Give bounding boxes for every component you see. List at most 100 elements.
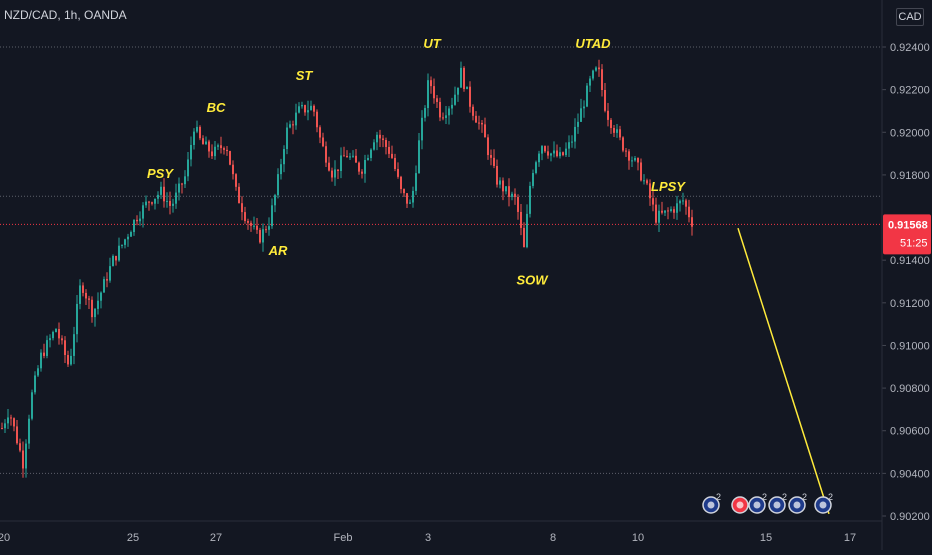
- news-flag-icon[interactable]: 2: [768, 492, 787, 514]
- candle-body[interactable]: [409, 202, 411, 204]
- candle-body[interactable]: [196, 126, 198, 132]
- candle-body[interactable]: [538, 153, 540, 163]
- candle-body[interactable]: [259, 229, 261, 243]
- candle-body[interactable]: [520, 211, 522, 228]
- candle-body[interactable]: [376, 134, 378, 143]
- candle-body[interactable]: [166, 200, 168, 202]
- candle-body[interactable]: [211, 151, 213, 157]
- candle-body[interactable]: [262, 229, 264, 243]
- candle-body[interactable]: [673, 209, 675, 213]
- candle-body[interactable]: [157, 194, 159, 199]
- candle-body[interactable]: [4, 423, 6, 429]
- candle-body[interactable]: [226, 149, 228, 152]
- candle-body[interactable]: [229, 151, 231, 165]
- candle-body[interactable]: [508, 186, 510, 197]
- candle-body[interactable]: [106, 279, 108, 281]
- candle-body[interactable]: [187, 159, 189, 177]
- candle-body[interactable]: [289, 124, 291, 128]
- candle-body[interactable]: [118, 245, 120, 261]
- candle-body[interactable]: [121, 244, 123, 246]
- candle-body[interactable]: [70, 355, 72, 365]
- candle-body[interactable]: [463, 67, 465, 89]
- candle-body[interactable]: [352, 155, 354, 157]
- candle-body[interactable]: [268, 226, 270, 230]
- candle-body[interactable]: [628, 151, 630, 161]
- candle-body[interactable]: [79, 285, 81, 304]
- candle-body[interactable]: [406, 193, 408, 204]
- candle-body[interactable]: [133, 219, 135, 233]
- candle-body[interactable]: [253, 225, 255, 227]
- candle-body[interactable]: [178, 183, 180, 193]
- candle-body[interactable]: [505, 186, 507, 192]
- candle-body[interactable]: [31, 392, 33, 419]
- candle-body[interactable]: [325, 146, 327, 163]
- candle-body[interactable]: [550, 153, 552, 156]
- candle-body[interactable]: [334, 169, 336, 178]
- candle-body[interactable]: [163, 186, 165, 202]
- candle-body[interactable]: [424, 108, 426, 118]
- candle-body[interactable]: [688, 206, 690, 218]
- candle-body[interactable]: [373, 142, 375, 150]
- candle-body[interactable]: [496, 165, 498, 185]
- candle-body[interactable]: [421, 117, 423, 141]
- candle-body[interactable]: [589, 78, 591, 86]
- candle-body[interactable]: [466, 86, 468, 89]
- candle-body[interactable]: [472, 106, 474, 116]
- candle-body[interactable]: [586, 85, 588, 107]
- candle-body[interactable]: [244, 212, 246, 222]
- candle-body[interactable]: [640, 162, 642, 181]
- candle-body[interactable]: [355, 155, 357, 163]
- candle-body[interactable]: [529, 185, 531, 214]
- candle-body[interactable]: [73, 334, 75, 356]
- candle-body[interactable]: [181, 183, 183, 185]
- candle-body[interactable]: [148, 201, 150, 203]
- candle-body[interactable]: [271, 205, 273, 227]
- candle-body[interactable]: [346, 155, 348, 158]
- candle-body[interactable]: [577, 121, 579, 127]
- candle-body[interactable]: [217, 145, 219, 147]
- candle-body[interactable]: [25, 443, 27, 469]
- news-flag-icon[interactable]: 2: [748, 492, 767, 514]
- news-flag-icon[interactable]: 2: [814, 492, 833, 514]
- candle-body[interactable]: [484, 124, 486, 138]
- candle-body[interactable]: [169, 200, 171, 206]
- candle-body[interactable]: [592, 70, 594, 79]
- candle-body[interactable]: [526, 213, 528, 248]
- candle-body[interactable]: [613, 127, 615, 133]
- candle-body[interactable]: [130, 232, 132, 237]
- candle-body[interactable]: [172, 203, 174, 206]
- candle-body[interactable]: [478, 122, 480, 124]
- news-flag-icon[interactable]: 2: [702, 492, 721, 514]
- candle-body[interactable]: [319, 127, 321, 138]
- candle-body[interactable]: [469, 86, 471, 107]
- candle-body[interactable]: [475, 115, 477, 123]
- news-flag-icon[interactable]: 2: [788, 492, 807, 514]
- candle-body[interactable]: [547, 151, 549, 156]
- candle-body[interactable]: [52, 331, 54, 339]
- candle-body[interactable]: [64, 340, 66, 356]
- candle-body[interactable]: [280, 164, 282, 175]
- candle-body[interactable]: [676, 203, 678, 213]
- candle-body[interactable]: [658, 210, 660, 223]
- candle-body[interactable]: [55, 329, 57, 332]
- candle-body[interactable]: [277, 174, 279, 196]
- candle-body[interactable]: [493, 157, 495, 166]
- candle-body[interactable]: [151, 202, 153, 204]
- candle-body[interactable]: [184, 176, 186, 185]
- candle-body[interactable]: [28, 418, 30, 444]
- candle-body[interactable]: [10, 417, 12, 419]
- candle-body[interactable]: [616, 129, 618, 133]
- candle-body[interactable]: [664, 210, 666, 213]
- candle-body[interactable]: [364, 159, 366, 174]
- candle-body[interactable]: [241, 203, 243, 213]
- candle-body[interactable]: [499, 180, 501, 185]
- candle-body[interactable]: [235, 174, 237, 187]
- candle-body[interactable]: [403, 189, 405, 194]
- candle-body[interactable]: [109, 266, 111, 281]
- candle-body[interactable]: [16, 426, 18, 444]
- candle-body[interactable]: [190, 144, 192, 160]
- candle-body[interactable]: [607, 110, 609, 120]
- candle-body[interactable]: [691, 217, 693, 227]
- candle-body[interactable]: [382, 138, 384, 141]
- candle-body[interactable]: [481, 122, 483, 125]
